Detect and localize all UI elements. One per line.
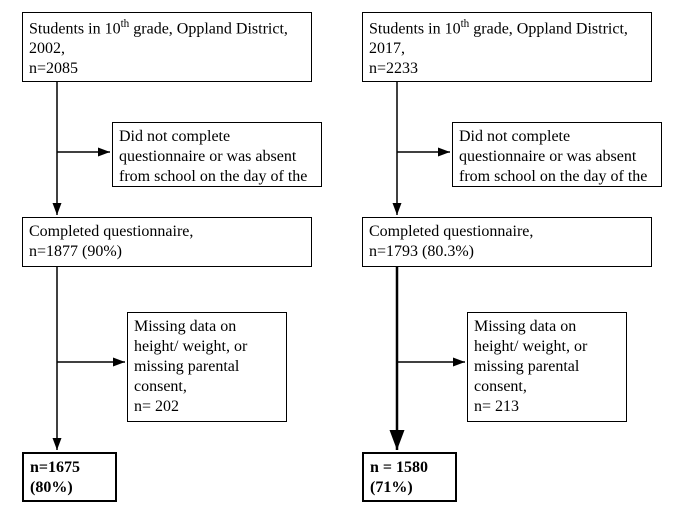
text: n=1793 (80.3%): [369, 243, 474, 260]
text: height/ weight, or: [474, 338, 587, 355]
text: consent,: [474, 378, 527, 395]
text: n=1675: [30, 459, 80, 476]
left-mid-box: Completed questionnaire, n=1877 (90%): [22, 217, 312, 267]
left-exclude1-box: Did not complete questionnaire or was ab…: [112, 122, 322, 187]
text: Students in 10: [369, 20, 461, 37]
text: Did not complete: [459, 128, 570, 145]
right-exclude2-box: Missing data on height/ weight, or missi…: [467, 312, 627, 422]
left-start-box: Students in 10th grade, Oppland District…: [22, 12, 312, 82]
text: (80%): [30, 479, 73, 496]
text: n=2085: [29, 60, 78, 77]
right-final-box: n = 1580 (71%): [362, 452, 457, 502]
sup: th: [121, 18, 130, 30]
text: Completed questionnaire,: [369, 223, 533, 240]
text: 2002,: [29, 40, 65, 57]
text: height/ weight, or: [134, 338, 247, 355]
right-mid-box: Completed questionnaire, n=1793 (80.3%): [362, 217, 652, 267]
text: n= 202: [134, 398, 179, 415]
text: missing parental: [134, 358, 239, 375]
text: missing parental: [474, 358, 579, 375]
text: n = 1580: [370, 459, 428, 476]
text: Missing data on: [134, 318, 236, 335]
text: from school on the day of the: [119, 168, 307, 185]
right-start-box: Students in 10th grade, Oppland District…: [362, 12, 652, 82]
text: n=1877 (90%): [29, 243, 122, 260]
text: n= 213: [474, 398, 519, 415]
text: n=2233: [369, 60, 418, 77]
flow-diagram: Students in 10th grade, Oppland District…: [12, 12, 673, 506]
text: questionnaire or was absent: [119, 148, 296, 165]
sup: th: [461, 18, 470, 30]
text: Did not complete: [119, 128, 230, 145]
text: Missing data on: [474, 318, 576, 335]
text: (71%): [370, 479, 413, 496]
text: grade, Oppland District,: [469, 20, 628, 37]
text: 2017,: [369, 40, 405, 57]
text: grade, Oppland District,: [129, 20, 288, 37]
text: consent,: [134, 378, 187, 395]
left-exclude2-box: Missing data on height/ weight, or missi…: [127, 312, 287, 422]
left-final-box: n=1675 (80%): [22, 452, 117, 502]
text: Students in 10: [29, 20, 121, 37]
text: from school on the day of the: [459, 168, 647, 185]
text: Completed questionnaire,: [29, 223, 193, 240]
text: questionnaire or was absent: [459, 148, 636, 165]
right-exclude1-box: Did not complete questionnaire or was ab…: [452, 122, 662, 187]
